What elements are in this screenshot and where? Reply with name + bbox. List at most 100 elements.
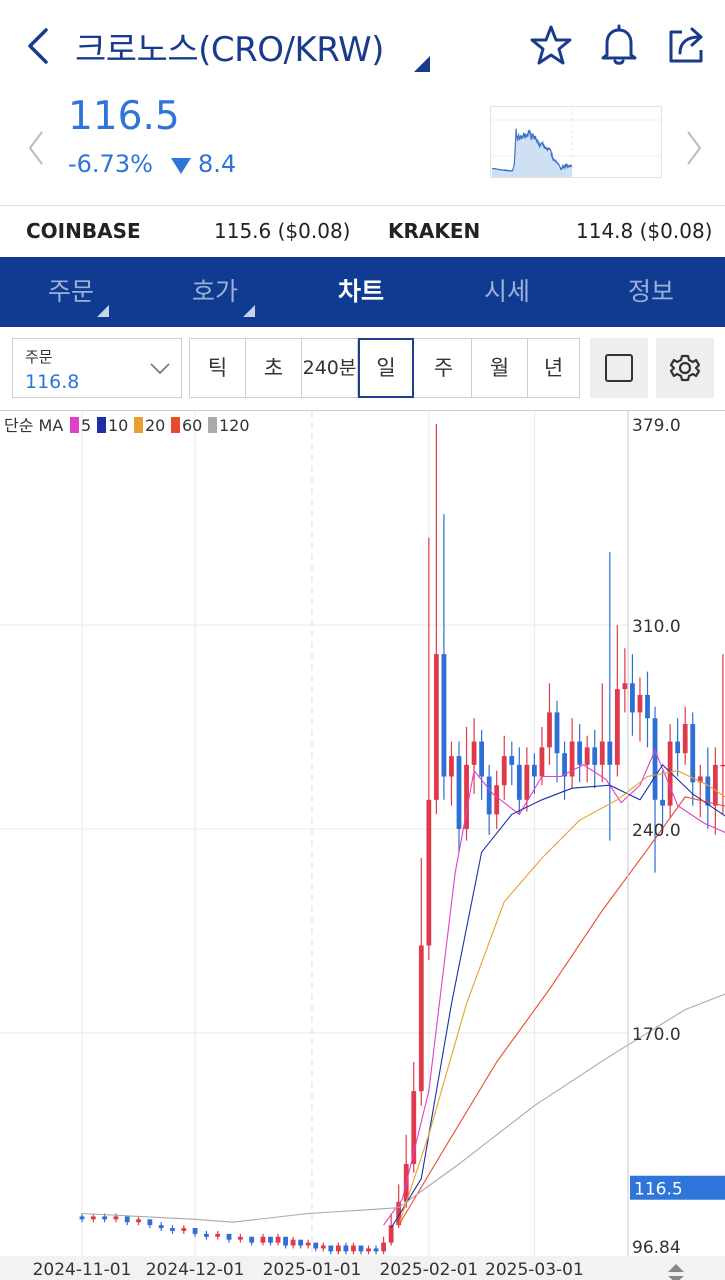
candle-body (343, 1245, 349, 1252)
candle (268, 1236, 273, 1246)
candle-body (705, 776, 711, 806)
tab-info[interactable]: 정보 (628, 277, 675, 306)
ma-legend-label: 20 (145, 416, 165, 435)
candle (441, 514, 447, 800)
candle (181, 1225, 187, 1234)
candle (486, 764, 492, 835)
candle (351, 1242, 356, 1255)
gear-icon (669, 354, 701, 382)
candle-body (226, 1233, 232, 1240)
fullscreen-button[interactable] (590, 338, 648, 398)
period-second[interactable]: 초 (246, 339, 302, 397)
candle-body (592, 747, 598, 765)
mini-price-chart[interactable] (490, 106, 662, 178)
candle-body (90, 1216, 96, 1220)
candle-body (79, 1216, 85, 1220)
tab-market[interactable]: 시세 (484, 277, 531, 306)
candle (577, 724, 583, 783)
candle (532, 753, 537, 794)
candle (275, 1233, 281, 1246)
next-arrow-icon[interactable] (684, 128, 704, 168)
candle (652, 706, 658, 873)
candle (305, 1239, 311, 1249)
candle-body (170, 1228, 175, 1231)
candle-body (237, 1236, 243, 1240)
period-240min[interactable]: 240분 (302, 339, 358, 397)
ma-legend-swatch (70, 417, 79, 433)
prev-arrow-icon[interactable] (26, 128, 46, 168)
period-month[interactable]: 월 (472, 339, 528, 397)
back-arrow-icon[interactable] (22, 22, 58, 70)
order-price-select[interactable]: 주문 116.8 (12, 338, 182, 398)
period-week[interactable]: 주 (416, 339, 472, 397)
scroll-up-icon[interactable] (668, 1264, 684, 1272)
candle-body (313, 1242, 319, 1249)
candle (501, 735, 507, 800)
candle-body (675, 741, 681, 754)
candle (547, 683, 552, 765)
ma-legend-label: 5 (81, 416, 91, 435)
candle-body (645, 694, 650, 719)
candle (373, 1245, 379, 1255)
candle-body (124, 1216, 130, 1223)
candle (388, 1213, 394, 1246)
candle-body (697, 776, 703, 783)
candle-body (532, 764, 537, 777)
candle-body (351, 1245, 356, 1252)
candle (479, 729, 485, 800)
candle-body (682, 724, 688, 754)
ma-legend: 단순 MA 5 10 20 60 120 (4, 416, 250, 435)
share-icon[interactable] (666, 24, 708, 66)
current-price-label: 116.5 (634, 1180, 683, 1200)
candle-body (712, 764, 718, 806)
down-triangle-icon (171, 158, 191, 174)
y-tick-label: 240.0 (632, 821, 681, 841)
candle (426, 537, 432, 961)
exchange-value-kraken: 114.8 ($0.08) (576, 219, 713, 243)
candle (607, 552, 613, 841)
x-axis: 2024-11-01 2024-12-01 2025-01-01 2025-02-01… (0, 1256, 725, 1280)
candle (320, 1242, 326, 1252)
candle (682, 706, 688, 765)
candle-body (479, 741, 485, 777)
candle (464, 726, 469, 841)
candle (712, 747, 718, 835)
candle (697, 764, 703, 818)
candle (147, 1219, 153, 1229)
candle-body (181, 1228, 187, 1231)
period-tick[interactable]: 틱 (190, 339, 246, 397)
candle (358, 1245, 364, 1255)
candle (592, 729, 598, 789)
bell-icon[interactable] (598, 24, 640, 66)
candle (335, 1242, 341, 1255)
page-title[interactable]: 크로노스(CRO/KRW) (75, 30, 384, 70)
ma-legend-label: 60 (182, 416, 202, 435)
exchange-value-coinbase: 115.6 ($0.08) (214, 219, 351, 243)
ma-legend-label: 10 (108, 416, 128, 435)
tab-order[interactable]: 주문 (48, 277, 95, 306)
candle (539, 726, 545, 786)
tab-chart[interactable]: 차트 (338, 277, 385, 306)
x-tick-label: 2024-12-01 (146, 1260, 245, 1280)
candle-body (509, 756, 515, 765)
change-percent: -6.73% (68, 150, 153, 178)
candlestick-chart[interactable]: 379.0 310.0 240.0 170.0 96.84 116.5 2024-11-0… (0, 411, 725, 1280)
candle-body (562, 753, 567, 777)
settings-button[interactable] (656, 338, 714, 398)
scroll-down-icon[interactable] (668, 1276, 684, 1280)
candle-body (260, 1236, 266, 1243)
period-year[interactable]: 년 (543, 356, 564, 380)
candle-body (599, 741, 605, 765)
candle (90, 1213, 96, 1223)
candle (720, 654, 725, 815)
candle-body (539, 747, 545, 777)
candle-body (381, 1242, 386, 1252)
x-tick-label: 2025-03-01 (485, 1260, 584, 1280)
tab-orderbook[interactable]: 호가 (192, 277, 239, 306)
candle-body (516, 764, 522, 800)
star-icon[interactable] (530, 24, 572, 66)
dropdown-caret-icon[interactable] (414, 56, 430, 72)
top-bar: 크로노스(CRO/KRW) (0, 0, 725, 92)
candle-body (358, 1245, 364, 1252)
period-day[interactable]: 일 (358, 338, 414, 398)
